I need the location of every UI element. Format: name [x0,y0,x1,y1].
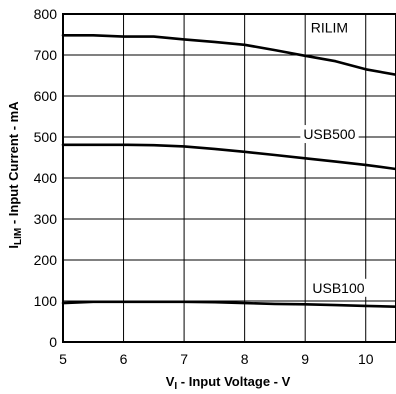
x-axis-title: VI - Input Voltage - V [166,374,291,392]
y-tick-label: 100 [34,293,58,309]
x-axis-title-main: V [166,374,175,389]
y-tick-label: 400 [34,170,58,186]
y-axis-title: ILIM - Input Current - mA [6,101,24,249]
y-tick-label: 500 [34,129,58,145]
y-axis-title-sub: LIM [13,228,24,245]
x-axis-title-rest: - Input Voltage - V [177,374,290,389]
y-axis-title-main: I [6,245,21,249]
series-line-usb100 [61,300,396,308]
x-tick-label: 9 [301,351,309,367]
series-label-background [307,18,352,37]
x-tick-label: 6 [120,351,128,367]
x-tick-label: 10 [358,351,374,367]
series-label-rilim: RILIM [311,19,348,35]
y-tick-label: 200 [34,252,58,268]
series-label-usb500: USB500 [303,126,355,142]
curves [61,34,396,308]
y-tick-label: 0 [49,334,57,350]
series-line-rilim [61,34,396,76]
y-tick-label: 800 [34,6,58,22]
y-axis-title-rest: - Input Current - mA [6,101,21,228]
x-tick-label: 7 [180,351,188,367]
y-tick-label: 300 [34,211,58,227]
y-tick-label: 700 [34,47,58,63]
series-label-background [309,278,368,297]
x-tick-label: 8 [241,351,249,367]
series-label-background [300,125,359,144]
series-label-usb100: USB100 [312,280,364,296]
x-tick-label: 5 [59,351,67,367]
plot-frame [62,13,396,343]
series-line-usb500 [61,143,396,171]
x-axis-title-sub: I [174,381,177,392]
y-tick-label: 600 [34,88,58,104]
series-labels: RILIM USB500 USB100 [300,18,368,297]
